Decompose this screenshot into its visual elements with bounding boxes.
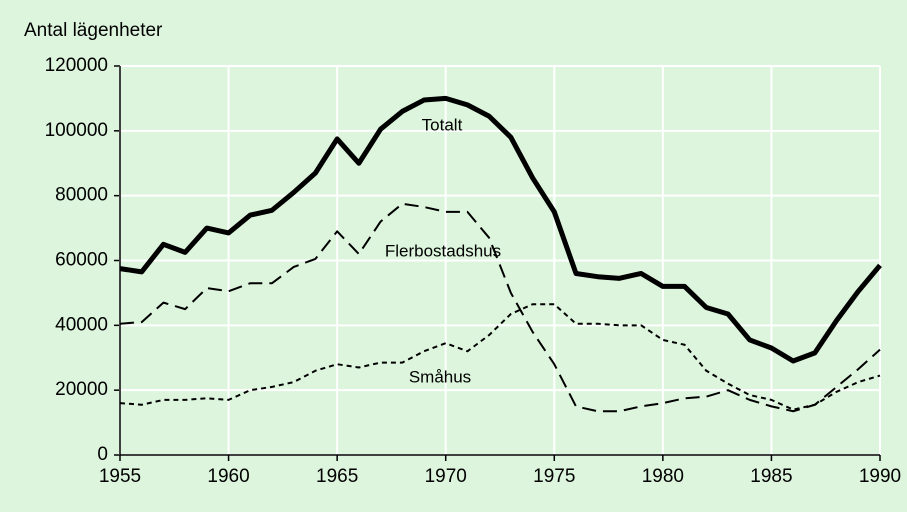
y-tick-label: 120000 [45,55,108,76]
y-tick-label: 40000 [55,314,108,335]
series-line [119,202,881,413]
x-tick-label: 1990 [859,466,901,487]
x-tick-label: 1985 [750,466,792,487]
x-tick-label: 1960 [207,466,249,487]
x-tick-label: 1970 [425,466,467,487]
y-tick-label: 20000 [55,379,108,400]
y-tick-label: 0 [97,444,108,465]
series-label: Flerbostadshus [385,241,501,260]
x-tick-label: 1955 [99,466,141,487]
y-tick-label: 60000 [55,250,108,271]
series-label: Totalt [422,115,463,134]
x-tick-label: 1975 [533,466,575,487]
x-tick-label: 1980 [642,466,684,487]
series-label: Småhus [409,367,471,386]
x-tick-label: 1965 [316,466,358,487]
y-axis-label: Antal lägenheter [24,20,163,41]
series-line [119,303,881,411]
series-line [119,95,882,364]
y-tick-label: 80000 [55,185,108,206]
y-tick-label: 100000 [45,120,108,141]
